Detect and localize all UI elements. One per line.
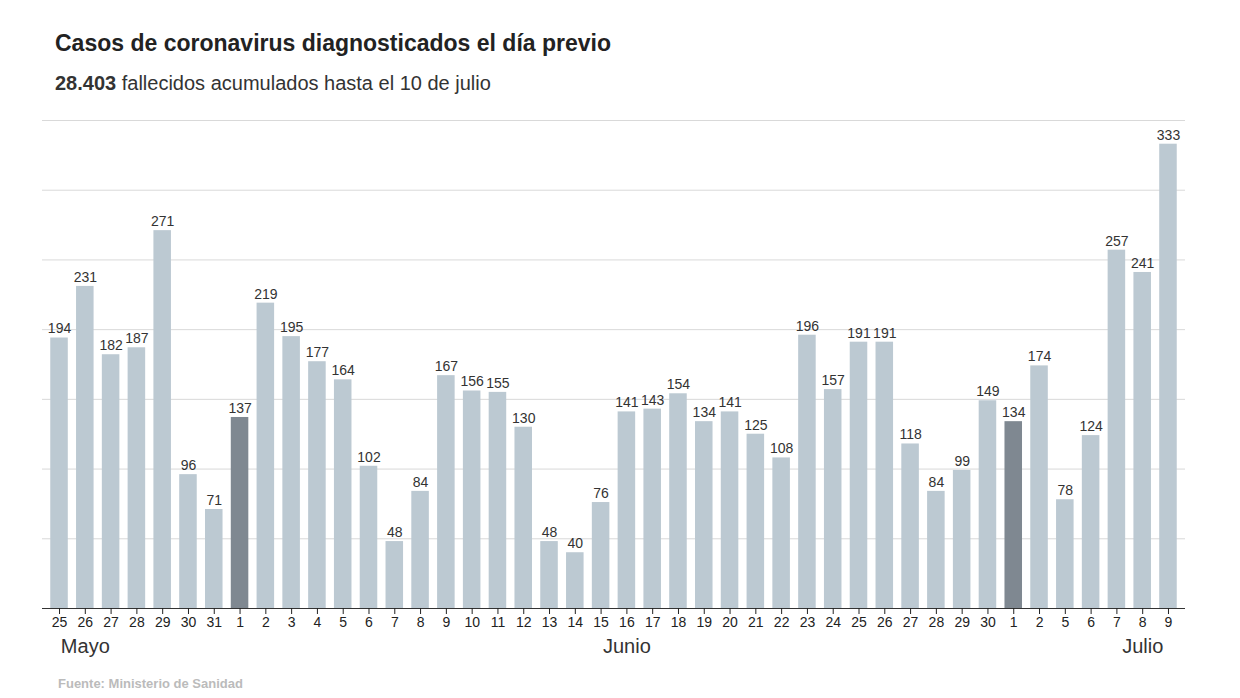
svg-text:20: 20 xyxy=(722,614,738,630)
svg-text:194: 194 xyxy=(48,320,72,336)
svg-text:118: 118 xyxy=(899,426,922,442)
svg-text:191: 191 xyxy=(873,325,897,341)
svg-text:124: 124 xyxy=(1079,418,1103,434)
svg-text:2: 2 xyxy=(1036,614,1044,630)
svg-text:9: 9 xyxy=(1165,614,1173,630)
svg-text:134: 134 xyxy=(1002,404,1026,420)
svg-text:7: 7 xyxy=(1113,614,1121,630)
svg-text:271: 271 xyxy=(151,213,175,229)
svg-text:219: 219 xyxy=(254,286,278,302)
svg-text:125: 125 xyxy=(744,417,768,433)
svg-text:8: 8 xyxy=(1139,614,1147,630)
svg-text:174: 174 xyxy=(1028,348,1052,364)
svg-text:99: 99 xyxy=(954,453,970,469)
svg-text:14: 14 xyxy=(568,614,584,630)
svg-text:167: 167 xyxy=(435,358,459,374)
svg-text:156: 156 xyxy=(460,373,484,389)
svg-text:31: 31 xyxy=(206,614,222,630)
svg-text:154: 154 xyxy=(667,376,691,392)
svg-text:4: 4 xyxy=(314,614,322,630)
svg-text:25: 25 xyxy=(851,614,867,630)
svg-text:177: 177 xyxy=(306,344,330,360)
svg-text:1: 1 xyxy=(236,614,244,630)
html-text:28.403 fallecidos acumulados h: 28.403 fallecidos acumulados hasta el 10… xyxy=(55,72,491,94)
svg-text:17: 17 xyxy=(645,614,661,630)
svg-text:96: 96 xyxy=(181,457,197,473)
svg-text:21: 21 xyxy=(748,614,764,630)
svg-text:241: 241 xyxy=(1131,255,1155,271)
svg-text:Mayo: Mayo xyxy=(61,635,110,657)
svg-text:71: 71 xyxy=(206,492,222,508)
svg-text:191: 191 xyxy=(847,325,871,341)
svg-text:26: 26 xyxy=(877,614,893,630)
svg-text:27: 27 xyxy=(103,614,119,630)
svg-text:28: 28 xyxy=(929,614,945,630)
svg-text:143: 143 xyxy=(641,392,665,408)
svg-text:Junio: Junio xyxy=(603,635,651,657)
svg-text:5: 5 xyxy=(339,614,347,630)
svg-text:7: 7 xyxy=(391,614,399,630)
svg-text:6: 6 xyxy=(365,614,373,630)
svg-text:16: 16 xyxy=(619,614,635,630)
svg-text:13: 13 xyxy=(542,614,558,630)
svg-text:78: 78 xyxy=(1058,482,1074,498)
svg-text:257: 257 xyxy=(1105,233,1129,249)
svg-text:333: 333 xyxy=(1157,127,1181,143)
svg-text:134: 134 xyxy=(693,404,717,420)
svg-text:29: 29 xyxy=(954,614,970,630)
svg-text:149: 149 xyxy=(976,383,1000,399)
svg-text:157: 157 xyxy=(822,372,846,388)
svg-text:130: 130 xyxy=(512,410,536,426)
svg-text:27: 27 xyxy=(903,614,919,630)
svg-text:48: 48 xyxy=(542,524,558,540)
svg-text:29: 29 xyxy=(155,614,171,630)
svg-text:48: 48 xyxy=(387,524,403,540)
html-text:Fuente: Ministerio de Sanidad: Fuente: Ministerio de Sanidad xyxy=(58,676,243,691)
svg-text:182: 182 xyxy=(99,337,123,353)
svg-text:9: 9 xyxy=(442,614,450,630)
svg-text:195: 195 xyxy=(280,319,304,335)
svg-text:2: 2 xyxy=(262,614,270,630)
svg-text:10: 10 xyxy=(464,614,480,630)
html-text:Casos de coronavirus diagnosti: Casos de coronavirus diagnosticados el d… xyxy=(55,30,611,56)
svg-text:231: 231 xyxy=(74,269,98,285)
svg-text:187: 187 xyxy=(125,330,149,346)
svg-text:137: 137 xyxy=(228,400,252,416)
svg-text:24: 24 xyxy=(825,614,841,630)
svg-text:23: 23 xyxy=(800,614,816,630)
svg-text:30: 30 xyxy=(181,614,197,630)
svg-text:84: 84 xyxy=(929,474,945,490)
svg-text:25: 25 xyxy=(52,614,68,630)
svg-text:1: 1 xyxy=(1010,614,1018,630)
svg-text:141: 141 xyxy=(615,394,639,410)
svg-text:18: 18 xyxy=(671,614,687,630)
svg-text:12: 12 xyxy=(516,614,532,630)
svg-text:28: 28 xyxy=(129,614,145,630)
svg-text:76: 76 xyxy=(593,485,609,501)
svg-text:8: 8 xyxy=(417,614,425,630)
svg-text:3: 3 xyxy=(288,614,296,630)
svg-text:164: 164 xyxy=(332,362,356,378)
svg-text:Julio: Julio xyxy=(1122,635,1163,657)
svg-text:102: 102 xyxy=(357,449,381,465)
svg-text:6: 6 xyxy=(1087,614,1095,630)
svg-text:40: 40 xyxy=(568,535,584,551)
svg-text:26: 26 xyxy=(78,614,94,630)
svg-text:11: 11 xyxy=(491,614,506,630)
svg-text:15: 15 xyxy=(593,614,609,630)
svg-text:155: 155 xyxy=(486,375,510,391)
svg-text:30: 30 xyxy=(980,614,996,630)
svg-text:108: 108 xyxy=(770,440,794,456)
svg-text:5: 5 xyxy=(1061,614,1069,630)
svg-text:84: 84 xyxy=(413,474,429,490)
svg-text:196: 196 xyxy=(796,318,820,334)
svg-text:141: 141 xyxy=(718,394,742,410)
svg-text:22: 22 xyxy=(774,614,790,630)
svg-text:19: 19 xyxy=(696,614,712,630)
